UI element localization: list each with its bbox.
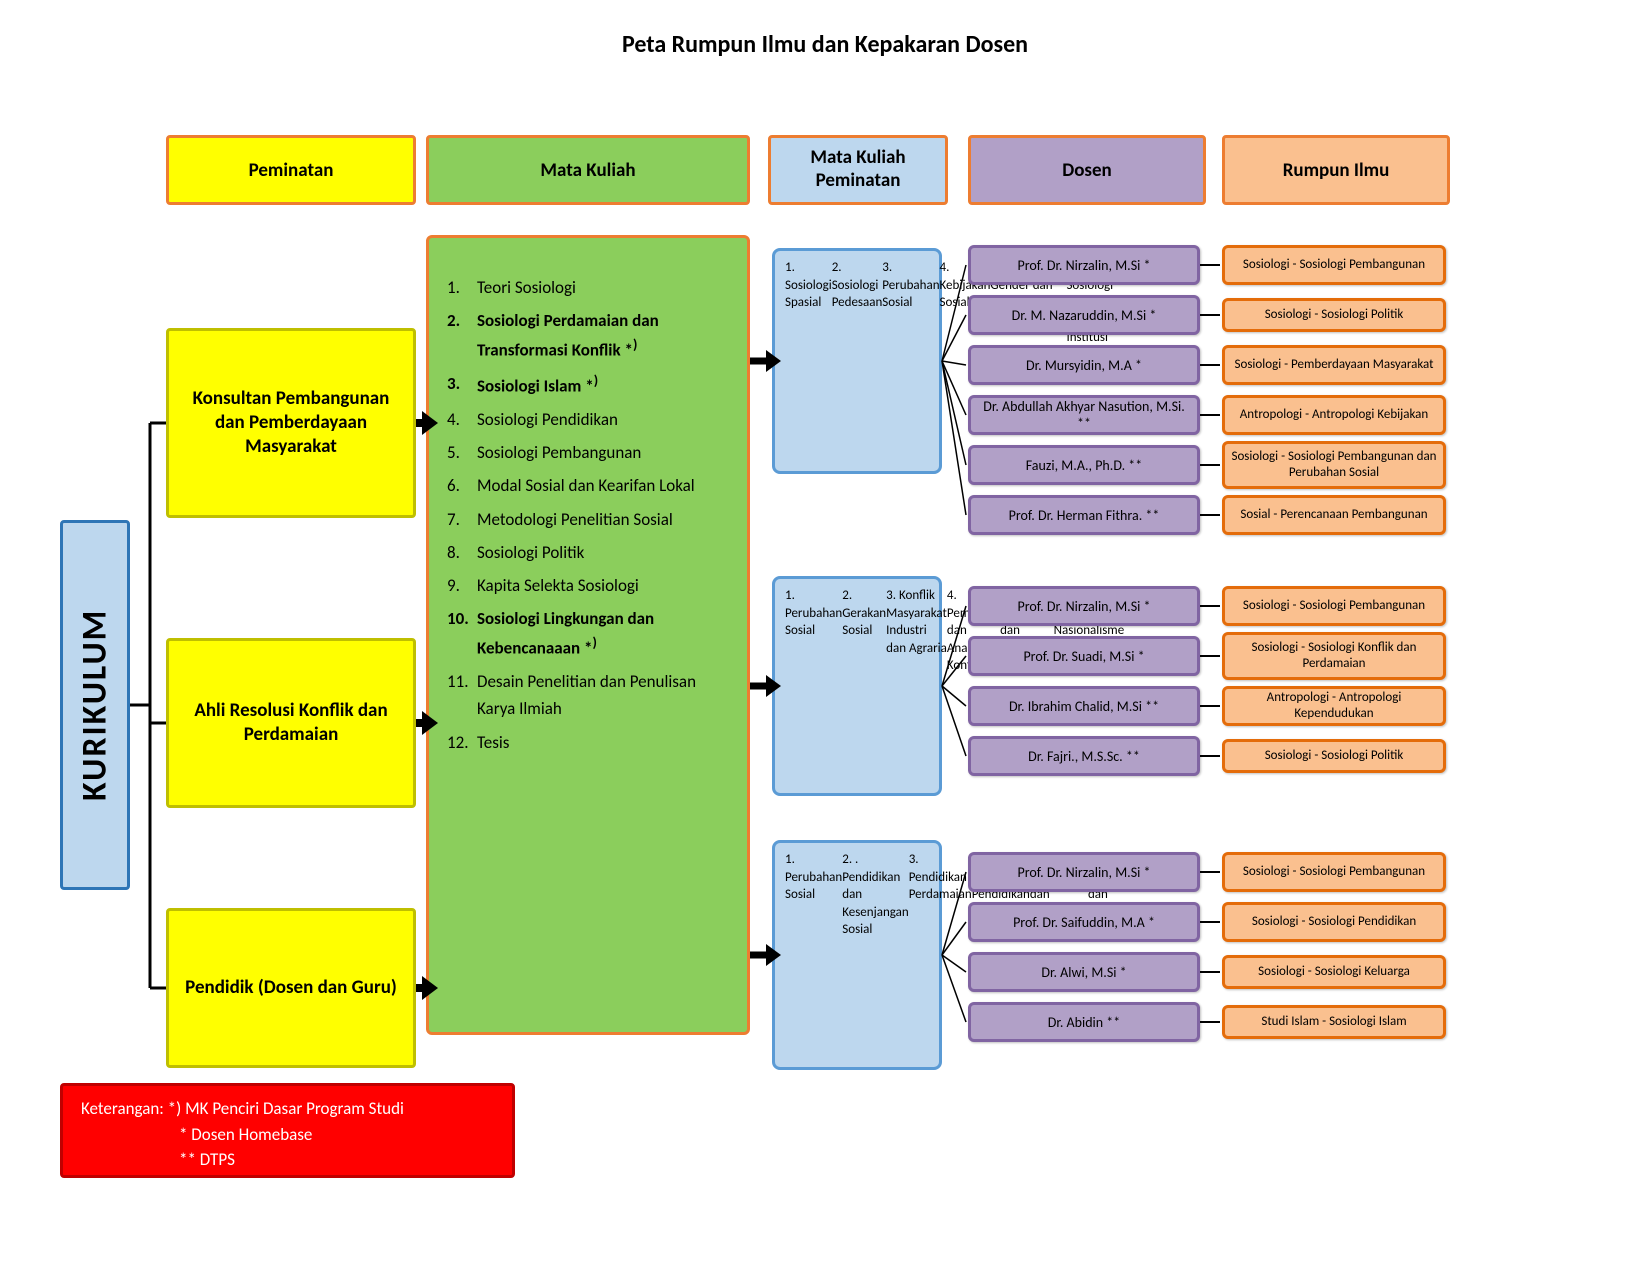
dosen-box: Dr. Fajri., M.S.Sc. ** [968, 736, 1200, 776]
rumpun-ilmu-box: Sosiologi - Sosiologi Pembangunan [1222, 586, 1446, 626]
rumpun-ilmu-box: Sosiologi - Sosiologi Pembangunan dan Pe… [1222, 441, 1446, 489]
mata-kuliah-item: 3.Sosiologi Islam *) [447, 370, 729, 400]
mkp-item: 2. . Pendidikan dan Kesenjangan Sosial [842, 851, 908, 939]
dosen-box: Dr. Abdullah Akhyar Nasution, M.Si. ** [968, 395, 1200, 435]
dosen-box: Prof. Dr. Saifuddin, M.A * [968, 902, 1200, 942]
mata-kuliah-item: 6.Modal Sosial dan Kearifan Lokal [447, 472, 729, 499]
mata-kuliah-item: 2.Sosiologi Perdamaian dan Transformasi … [447, 307, 729, 364]
mkp-item: 2. Gerakan Sosial [842, 587, 886, 640]
dosen-box: Dr. Abidin ** [968, 1002, 1200, 1042]
keterangan-label: Keterangan: [81, 1098, 164, 1119]
dosen-box: Dr. M. Nazaruddin, M.Si * [968, 295, 1200, 335]
peminatan-1: Ahli Resolusi Konflik dan Perdamaian [166, 638, 416, 808]
mata-kuliah-item: 11.Desain Penelitian dan Penulisan Karya… [447, 668, 729, 722]
dosen-box: Prof. Dr. Herman Fithra. ** [968, 495, 1200, 535]
header-peminatan: Peminatan [166, 135, 416, 205]
header-rumpun-ilmu: Rumpun Ilmu [1222, 135, 1450, 205]
header-mata-kuliah: Mata Kuliah [426, 135, 750, 205]
mata-kuliah-item: 9.Kapita Selekta Sosiologi [447, 572, 729, 599]
mkp-item: 1. Perubahan Sosial [785, 587, 842, 640]
mkp-item: 1. Sosiologi Spasial [785, 259, 832, 312]
mkp-item: 3. Konflik Masyarakat Industri dan Agrar… [886, 587, 947, 657]
keterangan-line-1: * Dosen Homebase [179, 1124, 312, 1145]
mkp-1: 1. Perubahan Sosial2. Gerakan Sosial3. K… [772, 576, 942, 796]
mata-kuliah-item: 4.Sosiologi Pendidikan [447, 406, 729, 433]
header-dosen: Dosen [968, 135, 1206, 205]
rumpun-ilmu-box: Sosiologi - Sosiologi Politik [1222, 298, 1446, 332]
dosen-box: Prof. Dr. Suadi, M.Si * [968, 636, 1200, 676]
mata-kuliah-item: 12.Tesis [447, 729, 729, 756]
mata-kuliah-item: 8.Sosiologi Politik [447, 539, 729, 566]
rumpun-ilmu-box: Studi Islam - Sosiologi Islam [1222, 1005, 1446, 1039]
dosen-box: Dr. Ibrahim Chalid, M.Si ** [968, 686, 1200, 726]
rumpun-ilmu-box: Antropologi - Antropologi Kebijakan [1222, 395, 1446, 435]
mata-kuliah-item: 5.Sosiologi Pembangunan [447, 439, 729, 466]
mata-kuliah-item: 7.Metodologi Penelitian Sosial [447, 506, 729, 533]
rumpun-ilmu-box: Sosiologi - Pemberdayaan Masyarakat [1222, 345, 1446, 385]
mkp-item: 3. Perubahan Sosial [882, 259, 939, 312]
mata-kuliah-list: 1.Teori Sosiologi 2.Sosiologi Perdamaian … [447, 274, 729, 762]
rumpun-ilmu-box: Sosiologi - Sosiologi Pembangunan [1222, 245, 1446, 285]
mkp-0: 1. Sosiologi Spasial2. Sosiologi Pedesaa… [772, 248, 942, 474]
mata-kuliah-item: 1.Teori Sosiologi [447, 274, 729, 301]
rumpun-ilmu-box: Sosiologi - Sosiologi Keluarga [1222, 955, 1446, 989]
rumpun-ilmu-box: Sosiologi - Sosiologi Konflik dan Perdam… [1222, 632, 1446, 680]
dosen-box: Prof. Dr. Nirzalin, M.Si * [968, 852, 1200, 892]
mkp-item: 2. Sosiologi Pedesaan [832, 259, 883, 312]
kurikulum-box: KURIKULUM [60, 520, 130, 890]
header-mkp: Mata Kuliah Peminatan [768, 135, 948, 205]
page-title: Peta Rumpun Ilmu dan Kepakaran Dosen [0, 30, 1650, 59]
mata-kuliah-item: 10.Sosiologi Lingkungan dan Kebencanaaan… [447, 605, 729, 662]
mkp-item: 3. Pendidikan Perdamaian [909, 851, 972, 904]
dosen-box: Prof. Dr. Nirzalin, M.Si * [968, 586, 1200, 626]
rumpun-ilmu-box: Sosiologi - Sosiologi Politik [1222, 739, 1446, 773]
mata-kuliah-box: 1.Teori Sosiologi 2.Sosiologi Perdamaian … [426, 235, 750, 1035]
mkp-2: 1. Perubahan Sosial2. . Pendidikan dan K… [772, 840, 942, 1070]
dosen-box: Dr. Mursyidin, M.A * [968, 345, 1200, 385]
mkp-item: 1. Perubahan Sosial [785, 851, 842, 904]
keterangan-box: Keterangan: *) MK Penciri Dasar Program … [60, 1083, 515, 1178]
dosen-box: Fauzi, M.A., Ph.D. ** [968, 445, 1200, 485]
peminatan-0: Konsultan Pembangunan dan Pemberdayaan M… [166, 328, 416, 518]
peminatan-2: Pendidik (Dosen dan Guru) [166, 908, 416, 1068]
dosen-box: Dr. Alwi, M.Si * [968, 952, 1200, 992]
rumpun-ilmu-box: Sosiologi - Sosiologi Pendidikan [1222, 902, 1446, 942]
keterangan-line-0: *) MK Penciri Dasar Program Studi [168, 1098, 404, 1119]
keterangan-line-2: ** DTPS [179, 1149, 235, 1170]
rumpun-ilmu-box: Sosial - Perencanaan Pembangunan [1222, 495, 1446, 535]
rumpun-ilmu-box: Antropologi - Antropologi Kependudukan [1222, 686, 1446, 726]
dosen-box: Prof. Dr. Nirzalin, M.Si * [968, 245, 1200, 285]
rumpun-ilmu-box: Sosiologi - Sosiologi Pembangunan [1222, 852, 1446, 892]
